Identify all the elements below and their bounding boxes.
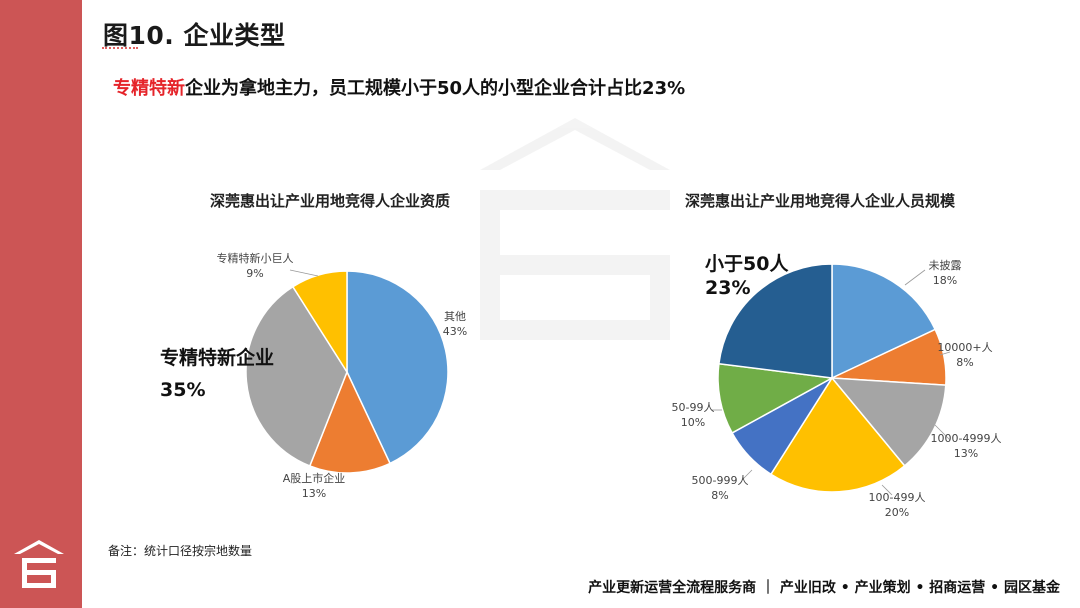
pie2-slice-2 xyxy=(830,377,947,467)
pie2-label-3: 100-499人 xyxy=(869,491,926,504)
pie1-value-3: 9% xyxy=(246,267,263,280)
pie1-value-1: 13% xyxy=(302,487,326,500)
pie2-value-1: 8% xyxy=(956,356,973,369)
pie1-slice-1 xyxy=(308,370,392,474)
headline-highlight: 专精特新 xyxy=(113,78,185,99)
pie2-value-5: 10% xyxy=(681,416,705,429)
pie1-slice-0 xyxy=(346,270,449,465)
pie2-slice-5 xyxy=(717,362,835,434)
pie1-label-3: 专精特新小巨人 xyxy=(217,251,294,265)
pie1-value-0: 43% xyxy=(443,325,467,338)
pie-chart-staff-size xyxy=(717,263,947,493)
pie2-callout-label: 小于50人 xyxy=(705,253,789,275)
pie2-value-0: 18% xyxy=(933,274,957,287)
pie2-leader-1 xyxy=(939,351,951,356)
pie2-leader-0 xyxy=(904,269,926,286)
footer-tagline: 产业更新运营全流程服务商 ｜ 产业旧改 • 产业策划 • 招商运营 • 园区基金 xyxy=(588,580,1060,596)
headline: 专精特新企业为拿地主力，员工规模小于50人的小型企业合计占比23% xyxy=(113,74,685,100)
pie2-slice-0 xyxy=(831,263,937,380)
pie1-labels: 其他 43% A股上市企业 13% 专精特新小巨人 9% 专精特新企业 35% xyxy=(160,251,467,500)
pie1-slice-3 xyxy=(291,270,348,375)
pie1-leader-3 xyxy=(289,269,319,277)
pie1-callout-value: 35% xyxy=(160,379,205,401)
pie2-label-1: 10000+人 xyxy=(937,341,992,354)
pie2-labels: 未披露 18% 10000+人 8% 1000-4999人 13% 100-499人 20% 5… xyxy=(672,253,1002,519)
chart2-title: 深莞惠出让产业用地竞得人企业人员规模 xyxy=(685,192,956,210)
pie2-leader-2 xyxy=(934,424,951,441)
page-title: 图10. 企业类型 xyxy=(103,21,286,50)
pie2-value-4: 8% xyxy=(711,489,728,502)
pie2-slice-3 xyxy=(769,376,906,493)
pie2-callout-value: 23% xyxy=(705,277,750,299)
pie2-value-2: 13% xyxy=(954,447,978,460)
pie2-label-2: 1000-4999人 xyxy=(931,432,1002,445)
pie2-leader-4 xyxy=(741,469,753,481)
pie1-label-0: 其他 xyxy=(444,310,466,323)
sidebar xyxy=(0,0,82,608)
title-underline xyxy=(102,47,138,49)
headline-text: 企业为拿地主力，员工规模小于50人的小型企业合计占比23% xyxy=(185,78,686,99)
chart1-title: 深莞惠出让产业用地竞得人企业资质 xyxy=(210,192,451,210)
pie2-leader-3 xyxy=(881,484,893,496)
pie-chart-qualification xyxy=(245,270,449,474)
pie1-label-1: A股上市企业 xyxy=(283,471,346,485)
pie2-value-3: 20% xyxy=(885,506,909,519)
pie2-slice-6 xyxy=(718,263,833,379)
pie2-label-0: 未披露 xyxy=(929,258,962,272)
footnote: 备注：统计口径按宗地数量 xyxy=(108,544,253,558)
pie1-slice-2 xyxy=(245,285,348,467)
brand-logo-icon xyxy=(14,540,64,588)
pie2-label-4: 500-999人 xyxy=(692,474,749,487)
pie2-label-5: 50-99人 xyxy=(672,401,715,414)
pie1-callout-label: 专精特新企业 xyxy=(160,346,274,369)
